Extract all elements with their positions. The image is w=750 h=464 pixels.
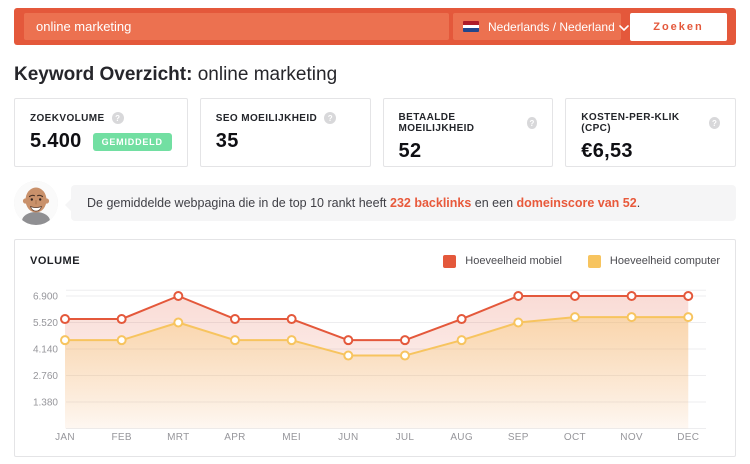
chart-point[interactable] bbox=[569, 291, 580, 301]
help-icon[interactable]: ? bbox=[708, 117, 721, 129]
card-cpc: KOSTEN-PER-KLIK (CPC) ? €6,53 bbox=[565, 98, 737, 167]
x-axis-month-label: NOV bbox=[620, 432, 643, 443]
search-input[interactable] bbox=[24, 13, 449, 40]
chart-point[interactable] bbox=[456, 335, 467, 346]
card-label: SEO MOEILIJKHEID bbox=[215, 112, 318, 124]
legend-swatch-computer-icon bbox=[587, 254, 601, 268]
card-seo-moeilijkheid: SEO MOEILIJKHEID ? 35 bbox=[199, 98, 371, 167]
volume-chart-svg: 6.900 5.520 4.140 2.760 1.380 JAN FEB MRT APR MEI… bbox=[33, 289, 706, 443]
card-betaalde-moeilijkheid: BETAALDE MOEILIJKHEID ? 52 bbox=[382, 98, 554, 167]
chart-point[interactable] bbox=[229, 314, 240, 325]
x-axis-month-label: AUG bbox=[450, 432, 473, 443]
chart-point[interactable] bbox=[569, 312, 580, 323]
chart-point[interactable] bbox=[626, 291, 637, 301]
chart-point[interactable] bbox=[343, 335, 354, 346]
chevron-down-icon bbox=[618, 18, 629, 36]
chart-point[interactable] bbox=[399, 335, 410, 346]
chart-point[interactable] bbox=[399, 350, 410, 361]
legend-swatch-mobiel-icon bbox=[443, 254, 457, 268]
x-axis-month-label: JUN bbox=[338, 432, 358, 443]
chart-point[interactable] bbox=[60, 314, 70, 325]
x-axis-month-label: JAN bbox=[55, 432, 75, 443]
message-text: en een bbox=[471, 196, 517, 210]
netherlands-flag-icon bbox=[463, 21, 479, 32]
chart-point[interactable] bbox=[229, 335, 240, 346]
message-text: De gemiddelde webpagina die in de top 10… bbox=[87, 196, 390, 210]
page-title-prefix: Keyword Overzicht: bbox=[14, 64, 193, 85]
legend-label: Hoeveelheid mobiel bbox=[465, 255, 562, 267]
backlinks-link[interactable]: 232 backlinks bbox=[390, 196, 472, 210]
search-submit-button[interactable]: Zoeken bbox=[630, 12, 727, 41]
chart-point[interactable] bbox=[626, 312, 637, 323]
chart-title: VOLUME bbox=[30, 255, 81, 267]
help-icon[interactable]: ? bbox=[111, 112, 124, 124]
search-bar: Nederlands / Nederland Zoeken bbox=[14, 8, 736, 45]
help-icon[interactable]: ? bbox=[526, 117, 538, 129]
legend-label: Hoeveelheid computer bbox=[609, 255, 720, 267]
x-axis-month-label: APR bbox=[224, 432, 245, 443]
y-axis-tick-label: 4.140 bbox=[33, 345, 58, 356]
card-value: 52 bbox=[398, 140, 422, 162]
language-selector[interactable]: Nederlands / Nederland bbox=[453, 13, 629, 40]
card-value: €6,53 bbox=[581, 140, 633, 162]
chart-point[interactable] bbox=[173, 291, 184, 301]
y-axis-tick-label: 6.900 bbox=[33, 292, 58, 303]
help-icon[interactable]: ? bbox=[324, 112, 337, 124]
chart-point[interactable] bbox=[456, 314, 467, 325]
chart-point[interactable] bbox=[173, 317, 184, 328]
card-label: BETAALDE MOEILIJKHEID bbox=[398, 112, 475, 134]
metric-cards: ZOEKVOLUME ? 5.400 GEMIDDELD SEO MOEILIJ… bbox=[14, 98, 737, 167]
chart-point[interactable] bbox=[286, 335, 297, 346]
x-axis-month-label: MRT bbox=[167, 432, 189, 443]
chart-point[interactable] bbox=[513, 317, 524, 328]
y-axis-tick-label: 1.380 bbox=[33, 398, 58, 409]
card-zoekvolume: ZOEKVOLUME ? 5.400 GEMIDDELD bbox=[14, 98, 188, 167]
card-value: 5.400 bbox=[30, 130, 82, 152]
x-axis-month-label: FEB bbox=[111, 432, 131, 443]
message-text: . bbox=[636, 196, 641, 210]
chart-point[interactable] bbox=[683, 312, 694, 323]
x-axis-month-label: OCT bbox=[564, 432, 586, 443]
chart-point[interactable] bbox=[513, 291, 524, 301]
chart-point[interactable] bbox=[343, 350, 354, 361]
chart-point[interactable] bbox=[60, 335, 70, 346]
assistant-message: De gemiddelde webpagina die in de top 10… bbox=[65, 185, 736, 221]
chart-point[interactable] bbox=[116, 335, 127, 346]
card-value: 35 bbox=[215, 130, 239, 152]
legend-item-mobiel[interactable]: Hoeveelheid mobiel bbox=[443, 254, 562, 268]
assistant-row: De gemiddelde webpagina die in de top 10… bbox=[14, 181, 736, 225]
chart-point[interactable] bbox=[116, 314, 127, 325]
status-badge: GEMIDDELD bbox=[92, 132, 172, 151]
card-label: KOSTEN-PER-KLIK (CPC) bbox=[581, 112, 680, 134]
y-axis-tick-label: 2.760 bbox=[33, 371, 58, 382]
volume-chart-card: VOLUME Hoeveelheid mobiel Hoeveelheid co… bbox=[14, 239, 736, 457]
x-axis-month-label: DEC bbox=[677, 432, 699, 443]
x-axis-month-label: JUL bbox=[396, 432, 415, 443]
language-label: Nederlands / Nederland bbox=[488, 19, 615, 34]
page-title: Keyword Overzicht: online marketing bbox=[14, 64, 736, 86]
domeinscore-link[interactable]: domeinscore van 52 bbox=[516, 196, 637, 210]
chart-point[interactable] bbox=[683, 291, 694, 301]
legend-item-computer[interactable]: Hoeveelheid computer bbox=[587, 254, 720, 268]
y-axis-tick-label: 5.520 bbox=[33, 318, 58, 329]
page-title-keyword: online marketing bbox=[197, 64, 338, 85]
x-axis-month-label: SEP bbox=[508, 432, 529, 443]
chart-point[interactable] bbox=[286, 314, 297, 325]
chart-legend: Hoeveelheid mobiel Hoeveelheid computer bbox=[443, 254, 720, 268]
card-label: ZOEKVOLUME bbox=[30, 112, 105, 124]
x-axis-month-label: MEI bbox=[282, 432, 301, 443]
avatar bbox=[14, 181, 58, 225]
